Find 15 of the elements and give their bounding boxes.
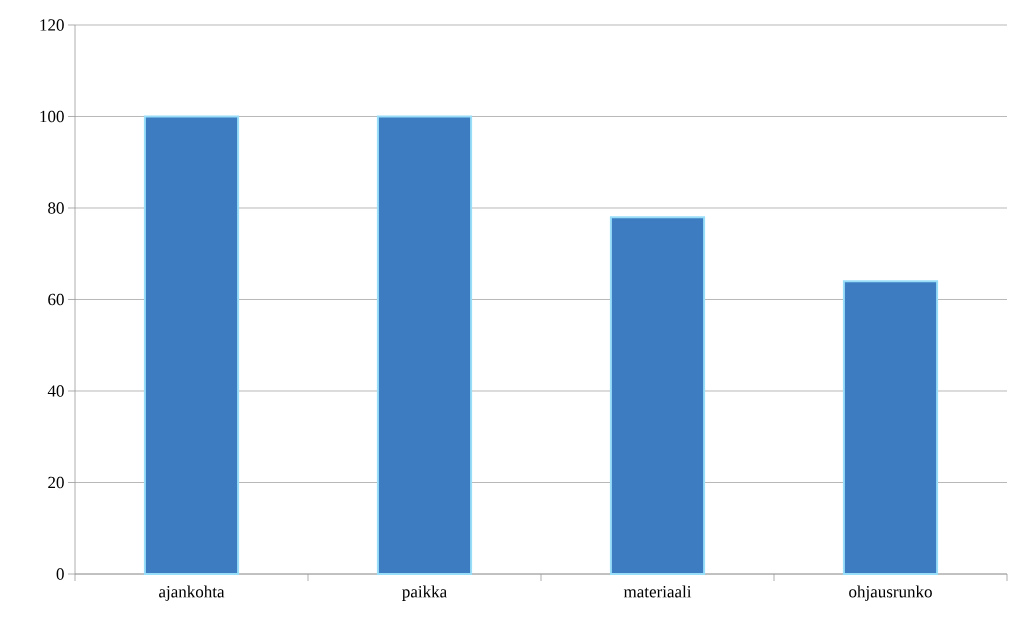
y-tick-label: 20 bbox=[48, 476, 64, 489]
bar bbox=[143, 115, 240, 575]
y-tick-label: 120 bbox=[40, 19, 64, 31]
x-tick-label: materiaali bbox=[623, 585, 692, 598]
y-tick-label: 100 bbox=[40, 110, 64, 123]
x-tick-label: ajankohta bbox=[159, 585, 225, 601]
y-tick-label: 80 bbox=[48, 202, 64, 214]
bar bbox=[609, 216, 706, 575]
y-tick-label: 40 bbox=[47, 385, 64, 397]
x-tick-label: paikka bbox=[402, 585, 447, 601]
bar bbox=[842, 280, 939, 575]
bar bbox=[376, 115, 473, 575]
y-tick-label: 60 bbox=[48, 293, 64, 306]
y-tick-label: 0 bbox=[56, 568, 64, 580]
x-tick-label: ohjausrunko bbox=[849, 585, 932, 601]
